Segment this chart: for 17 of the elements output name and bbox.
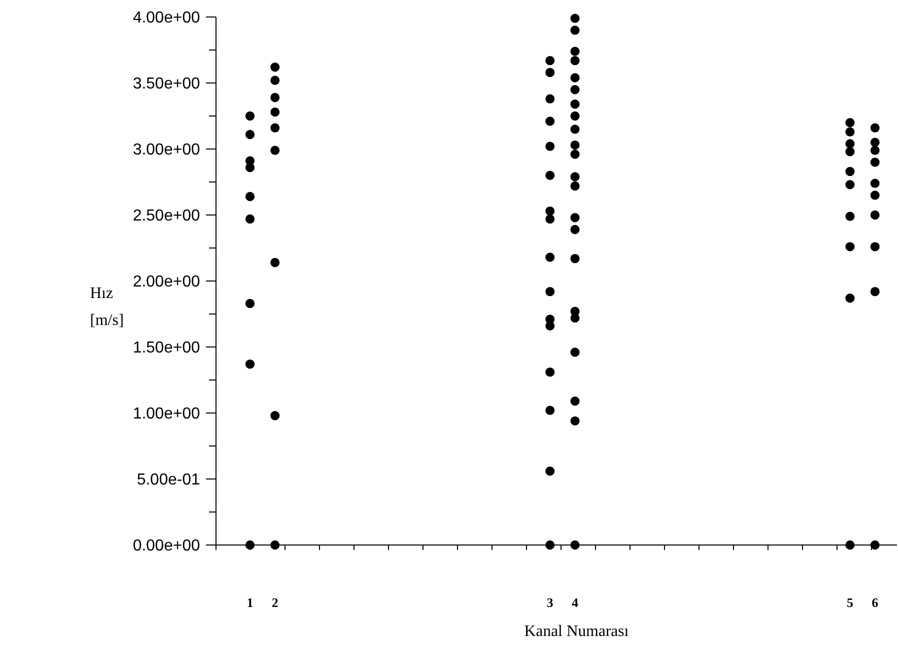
y-tick-label: 2.00e+00 <box>132 274 200 291</box>
x-tick-label: 2 <box>272 595 278 610</box>
x-tick-label: 6 <box>872 595 879 610</box>
x-tick-label: 1 <box>246 595 254 610</box>
y-tick-label: 1.00e+00 <box>132 406 200 423</box>
y-tick-label: 3.00e+00 <box>132 142 200 159</box>
y-tick-label: 1.50e+00 <box>132 340 200 357</box>
x-axis-title: Kanal Numarası <box>524 623 630 640</box>
x-tick-label: 3 <box>546 595 554 610</box>
y-tick-label: 4.00e+00 <box>132 10 200 27</box>
y-tick-label: 0.00e+00 <box>132 538 200 555</box>
y-axis-title: Hız [m/s] <box>90 285 124 329</box>
y-tick-label: 2.50e+00 <box>132 208 200 225</box>
x-tick-label: 4 <box>572 595 579 610</box>
x-tick-label: 5 <box>846 595 854 610</box>
y-tick-label: 5.00e-01 <box>136 472 200 489</box>
y-tick-label: 3.50e+00 <box>132 76 200 93</box>
